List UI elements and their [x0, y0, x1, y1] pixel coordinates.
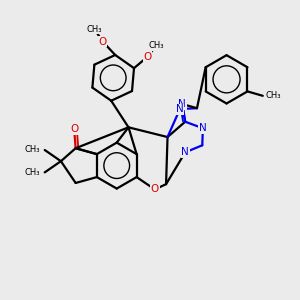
Text: CH₃: CH₃: [148, 41, 164, 50]
Text: N: N: [181, 147, 189, 158]
Text: N: N: [178, 99, 186, 109]
Text: N: N: [178, 99, 186, 109]
Text: O: O: [151, 184, 159, 194]
Text: N: N: [176, 104, 184, 114]
Text: CH₃: CH₃: [25, 146, 40, 154]
Text: N: N: [199, 123, 207, 133]
Text: O: O: [143, 52, 152, 62]
Text: —: —: [90, 25, 97, 31]
Text: O: O: [70, 124, 78, 134]
Text: CH₃: CH₃: [25, 168, 40, 177]
Text: O: O: [143, 52, 152, 62]
Text: O: O: [70, 124, 78, 134]
Text: N: N: [199, 123, 207, 133]
Text: N: N: [176, 104, 184, 114]
Text: N: N: [181, 147, 189, 158]
Text: O: O: [99, 37, 107, 47]
Text: O: O: [99, 37, 107, 47]
Text: O: O: [151, 184, 159, 194]
Text: CH₃: CH₃: [266, 91, 281, 100]
Text: CH₃: CH₃: [87, 25, 102, 34]
